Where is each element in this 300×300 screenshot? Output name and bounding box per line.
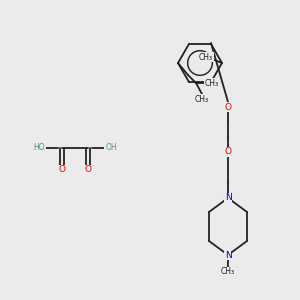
Text: OH: OH — [105, 143, 117, 152]
Text: O: O — [85, 166, 92, 175]
Text: O: O — [224, 148, 232, 157]
Text: CH₃: CH₃ — [199, 52, 213, 62]
Text: CH₃: CH₃ — [195, 94, 209, 103]
Text: HO: HO — [33, 143, 45, 152]
Text: O: O — [58, 166, 65, 175]
Text: N: N — [225, 250, 231, 260]
Text: CH₃: CH₃ — [205, 79, 219, 88]
Text: CH₃: CH₃ — [221, 268, 235, 277]
Text: N: N — [225, 194, 231, 202]
Text: O: O — [224, 103, 232, 112]
